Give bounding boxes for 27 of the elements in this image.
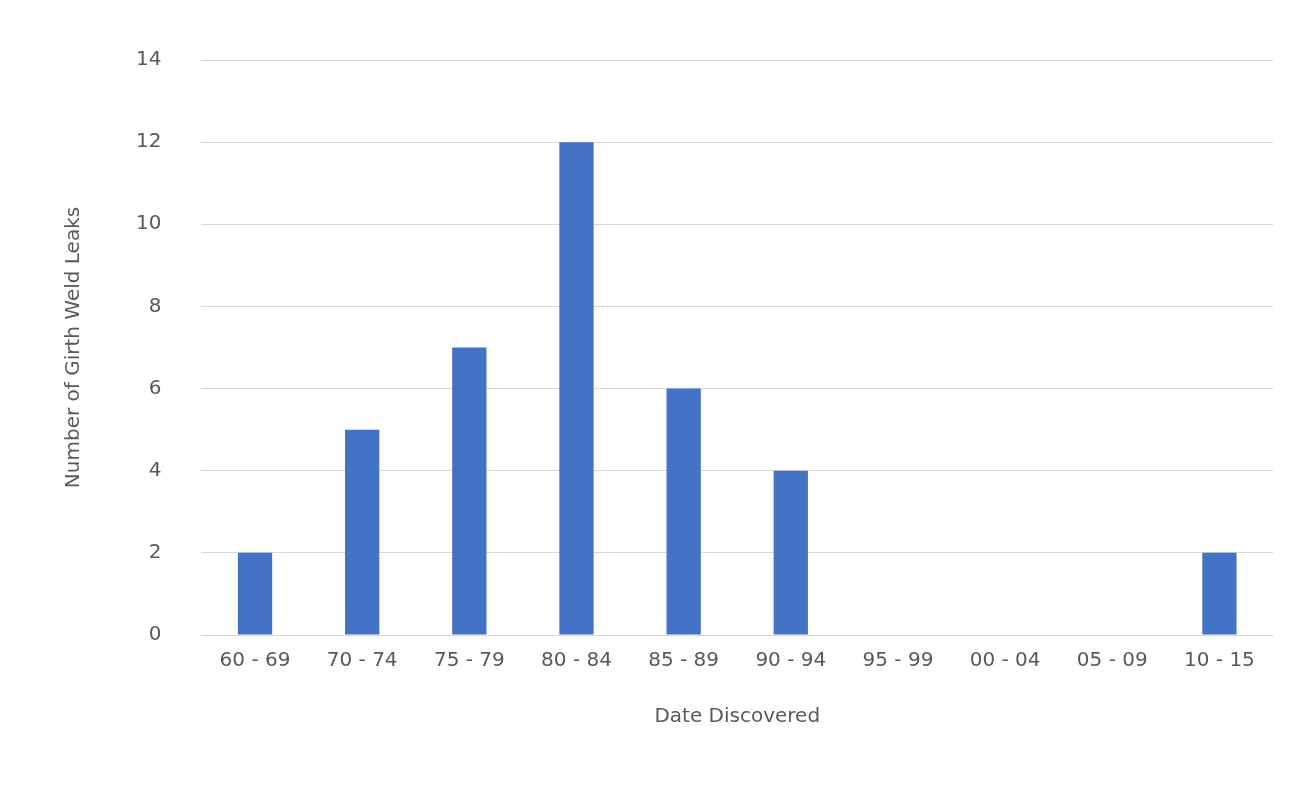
y-tick-label: 6	[148, 374, 162, 399]
x-tick-label: 70 - 74	[326, 647, 398, 672]
x-tick-label: 10 - 15	[1184, 647, 1255, 672]
x-tick-label: 90 - 94	[755, 647, 827, 672]
bar	[666, 388, 701, 635]
y-tick-label: 2	[148, 539, 162, 564]
bar	[773, 470, 808, 635]
bar	[1202, 552, 1237, 635]
x-tick-label: 00 - 04	[969, 647, 1041, 672]
x-tick-label: 05 - 09	[1076, 647, 1148, 672]
bar	[559, 142, 594, 635]
bar	[452, 347, 487, 635]
bar	[345, 429, 380, 635]
y-tick-label: 10	[136, 210, 162, 235]
y-tick-label: 0	[148, 621, 162, 646]
x-tick-label: 85 - 89	[648, 647, 720, 672]
y-tick-label: 12	[136, 128, 162, 153]
y-tick-label: 4	[148, 456, 162, 481]
x-tick-label: 75 - 79	[433, 647, 505, 672]
x-axis-title: Date Discovered	[654, 703, 821, 728]
y-tick-label: 8	[148, 292, 162, 317]
x-tick-label: 80 - 84	[541, 647, 612, 672]
x-tick-label: 95 - 99	[862, 647, 934, 672]
y-tick-label: 14	[136, 46, 162, 71]
x-tick-label: 60 - 69	[219, 647, 291, 672]
bar	[237, 552, 273, 635]
y-axis-title: Number of Girth Weld Leaks	[60, 206, 85, 489]
